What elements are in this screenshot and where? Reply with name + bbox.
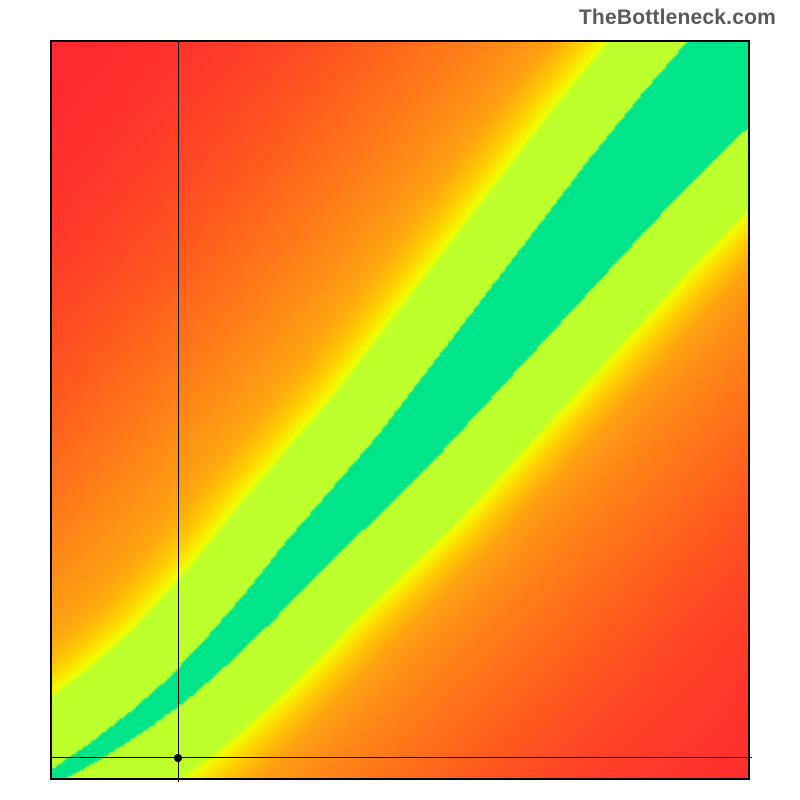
bottleneck-heatmap [50,40,750,780]
crosshair-vertical [178,42,179,782]
crosshair-horizontal [52,757,752,758]
watermark-text: TheBottleneck.com [579,6,776,30]
crosshair-marker [174,754,182,762]
heatmap-canvas [52,42,748,778]
